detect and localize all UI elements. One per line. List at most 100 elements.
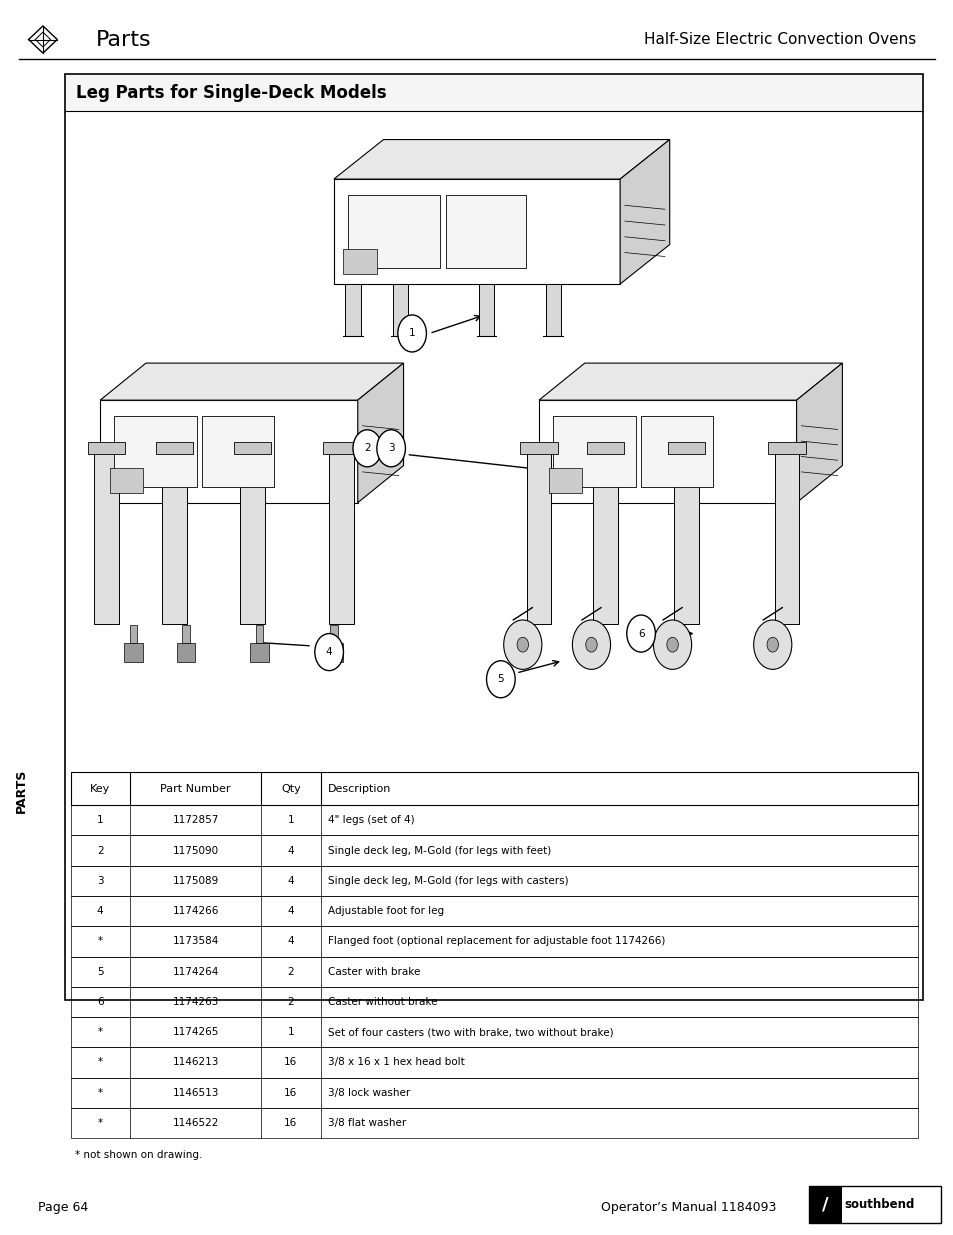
- Circle shape: [572, 620, 610, 669]
- Text: 4: 4: [326, 647, 332, 657]
- Text: Part Number: Part Number: [160, 783, 231, 794]
- Text: Caster without brake: Caster without brake: [328, 997, 437, 1007]
- Text: Leg Parts for Single-Deck Models: Leg Parts for Single-Deck Models: [76, 84, 387, 101]
- Text: 1175089: 1175089: [172, 876, 218, 885]
- Text: Parts: Parts: [95, 30, 151, 49]
- Circle shape: [585, 637, 597, 652]
- FancyBboxPatch shape: [130, 625, 137, 643]
- Text: Caster with brake: Caster with brake: [328, 967, 420, 977]
- Text: 1: 1: [287, 815, 294, 825]
- Circle shape: [517, 637, 528, 652]
- FancyBboxPatch shape: [162, 445, 187, 624]
- Text: Set of four casters (two with brake, two without brake): Set of four casters (two with brake, two…: [328, 1028, 613, 1037]
- Text: 16: 16: [284, 1118, 297, 1128]
- Text: 4: 4: [287, 906, 294, 916]
- Text: /: /: [821, 1195, 828, 1213]
- FancyBboxPatch shape: [255, 625, 263, 643]
- FancyBboxPatch shape: [640, 415, 712, 488]
- Text: Page 64: Page 64: [38, 1202, 89, 1214]
- FancyBboxPatch shape: [124, 643, 143, 662]
- FancyBboxPatch shape: [348, 195, 439, 268]
- FancyBboxPatch shape: [250, 643, 269, 662]
- Circle shape: [666, 637, 678, 652]
- Circle shape: [626, 615, 655, 652]
- Polygon shape: [796, 363, 841, 503]
- Text: 1172857: 1172857: [172, 815, 218, 825]
- FancyBboxPatch shape: [234, 442, 272, 454]
- FancyBboxPatch shape: [94, 445, 119, 624]
- FancyBboxPatch shape: [526, 445, 551, 624]
- FancyBboxPatch shape: [587, 442, 624, 454]
- Text: Single deck leg, M-Gold (for legs with feet): Single deck leg, M-Gold (for legs with f…: [328, 846, 551, 856]
- FancyBboxPatch shape: [774, 445, 799, 624]
- Text: 1173584: 1173584: [172, 936, 218, 946]
- Text: Half-Size Electric Convection Ovens: Half-Size Electric Convection Ovens: [643, 32, 915, 47]
- Text: 3/8 x 16 x 1 hex head bolt: 3/8 x 16 x 1 hex head bolt: [328, 1057, 464, 1067]
- Text: Qty: Qty: [281, 783, 300, 794]
- FancyBboxPatch shape: [553, 415, 635, 488]
- Text: 1: 1: [97, 815, 104, 825]
- Circle shape: [397, 315, 426, 352]
- Text: Flanged foot (optional replacement for adjustable foot 1174266): Flanged foot (optional replacement for a…: [328, 936, 665, 946]
- FancyBboxPatch shape: [330, 625, 337, 643]
- FancyBboxPatch shape: [548, 468, 581, 493]
- Polygon shape: [334, 140, 669, 179]
- FancyBboxPatch shape: [202, 415, 274, 488]
- Circle shape: [353, 430, 381, 467]
- Text: 6: 6: [638, 629, 643, 638]
- Circle shape: [653, 620, 691, 669]
- Text: 3/8 lock washer: 3/8 lock washer: [328, 1088, 410, 1098]
- Text: 1174266: 1174266: [172, 906, 218, 916]
- Text: 3: 3: [97, 876, 104, 885]
- FancyBboxPatch shape: [114, 415, 196, 488]
- FancyBboxPatch shape: [89, 442, 126, 454]
- FancyBboxPatch shape: [674, 445, 699, 624]
- Text: 1146513: 1146513: [172, 1088, 218, 1098]
- Text: 1: 1: [409, 329, 415, 338]
- Circle shape: [766, 637, 778, 652]
- Text: Single deck leg, M-Gold (for legs with casters): Single deck leg, M-Gold (for legs with c…: [328, 876, 568, 885]
- FancyBboxPatch shape: [393, 284, 408, 336]
- Text: 2: 2: [364, 443, 370, 453]
- Polygon shape: [334, 179, 619, 284]
- Text: 1174263: 1174263: [172, 997, 218, 1007]
- Polygon shape: [357, 363, 403, 503]
- Text: 3/8 flat washer: 3/8 flat washer: [328, 1118, 406, 1128]
- Text: * not shown on drawing.: * not shown on drawing.: [75, 1150, 203, 1161]
- FancyBboxPatch shape: [110, 468, 143, 493]
- Text: 1175090: 1175090: [172, 846, 218, 856]
- Text: 4" legs (set of 4): 4" legs (set of 4): [328, 815, 415, 825]
- Circle shape: [376, 430, 405, 467]
- Text: 1146522: 1146522: [172, 1118, 218, 1128]
- FancyBboxPatch shape: [520, 442, 557, 454]
- Text: 1174264: 1174264: [172, 967, 218, 977]
- Polygon shape: [619, 140, 669, 284]
- FancyBboxPatch shape: [176, 643, 195, 662]
- Text: 4: 4: [97, 906, 104, 916]
- FancyBboxPatch shape: [329, 445, 354, 624]
- Polygon shape: [538, 400, 796, 503]
- Text: *: *: [97, 1028, 103, 1037]
- Text: *: *: [97, 1118, 103, 1128]
- Text: 2: 2: [97, 846, 104, 856]
- Text: Adjustable foot for leg: Adjustable foot for leg: [328, 906, 444, 916]
- Text: 3: 3: [388, 443, 394, 453]
- Circle shape: [503, 620, 541, 669]
- Text: 5: 5: [97, 967, 104, 977]
- FancyBboxPatch shape: [808, 1186, 841, 1223]
- Polygon shape: [100, 400, 357, 503]
- Text: *: *: [97, 936, 103, 946]
- FancyBboxPatch shape: [478, 284, 494, 336]
- Text: 2: 2: [287, 967, 294, 977]
- FancyBboxPatch shape: [667, 442, 704, 454]
- Text: 2: 2: [287, 997, 294, 1007]
- Text: 16: 16: [284, 1088, 297, 1098]
- FancyBboxPatch shape: [445, 195, 525, 268]
- FancyBboxPatch shape: [65, 74, 923, 111]
- FancyBboxPatch shape: [182, 625, 190, 643]
- Polygon shape: [100, 363, 403, 400]
- Circle shape: [753, 620, 791, 669]
- Text: 1: 1: [287, 1028, 294, 1037]
- FancyBboxPatch shape: [322, 442, 359, 454]
- Text: Operator’s Manual 1184093: Operator’s Manual 1184093: [600, 1202, 776, 1214]
